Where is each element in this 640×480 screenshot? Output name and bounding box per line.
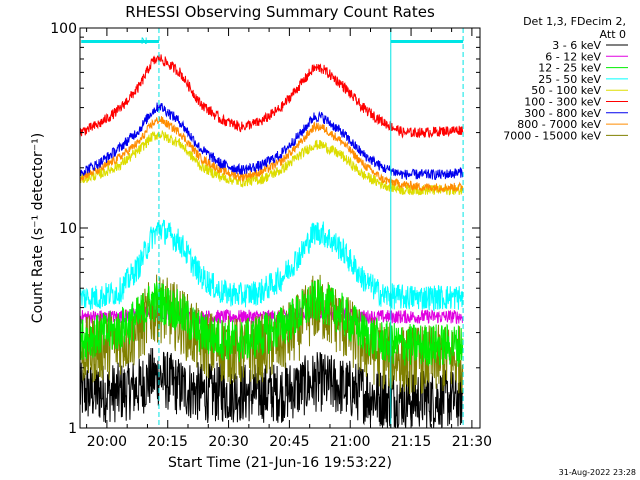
series-line [80, 54, 464, 139]
y-tick-label: 10 [59, 221, 77, 237]
flag-bar [81, 40, 159, 43]
series-50-100-kev [80, 130, 464, 196]
flag-bar-label: N [141, 37, 148, 47]
legend-label: 3 - 6 keV [552, 39, 601, 52]
data-traces [80, 54, 464, 428]
series-line [80, 219, 464, 312]
legend-header: Det 1,3, FDecim 2, [523, 15, 626, 28]
flag-bar [390, 40, 464, 43]
legend-header: Att 0 [600, 28, 626, 41]
legend-label: 25 - 50 keV [538, 73, 601, 86]
legend-label: 300 - 800 keV [524, 107, 601, 120]
series-300-800-kev [80, 102, 464, 181]
series-800-7000-kev [80, 116, 464, 194]
series-3-6-kev [80, 347, 464, 428]
x-tick-label: 21:30 [452, 434, 492, 450]
series-100-300-kev [80, 54, 464, 139]
series-line [80, 130, 464, 196]
x-tick-label: 20:30 [208, 434, 248, 450]
series-line [80, 116, 464, 194]
x-tick-label: 21:00 [330, 434, 370, 450]
series-7000-15000-kev [80, 274, 464, 395]
legend-label: 12 - 25 keV [538, 62, 601, 75]
legend-label: 100 - 300 keV [524, 96, 601, 109]
axis-ticks: 20:00 20:15 20:30 20:45 21:00 21:15 21:30 1 10 10… [50, 21, 492, 450]
series-line [80, 102, 464, 181]
y-tick-label: 100 [50, 21, 77, 37]
legend-label: 50 - 100 keV [531, 84, 601, 97]
y-tick-label: 1 [68, 421, 77, 437]
footer-date: 31-Aug-2022 23:28 [559, 468, 636, 477]
legend-label: 800 - 7000 keV [517, 118, 601, 131]
series-12-25-kev [80, 279, 464, 367]
plot-area: N [80, 28, 464, 428]
x-tick-label: 20:45 [269, 434, 309, 450]
legend-label: 7000 - 15000 keV [503, 129, 601, 142]
x-tick-label: 21:15 [391, 434, 431, 450]
series-25-50-kev [80, 219, 464, 312]
x-tick-label: 20:15 [148, 434, 188, 450]
x-axis-label: Start Time (21-Jun-16 19:53:22) [168, 455, 392, 471]
legend-label: 6 - 12 keV [545, 50, 601, 63]
series-line [80, 274, 464, 395]
chart-title: RHESSI Observing Summary Count Rates [125, 3, 435, 21]
series-line [80, 279, 464, 367]
flag-markers: N [81, 28, 464, 428]
y-axis-label: Count Rate (s⁻¹ detector⁻¹) [30, 133, 46, 323]
series-line [80, 347, 464, 428]
x-tick-label: 20:00 [87, 434, 127, 450]
